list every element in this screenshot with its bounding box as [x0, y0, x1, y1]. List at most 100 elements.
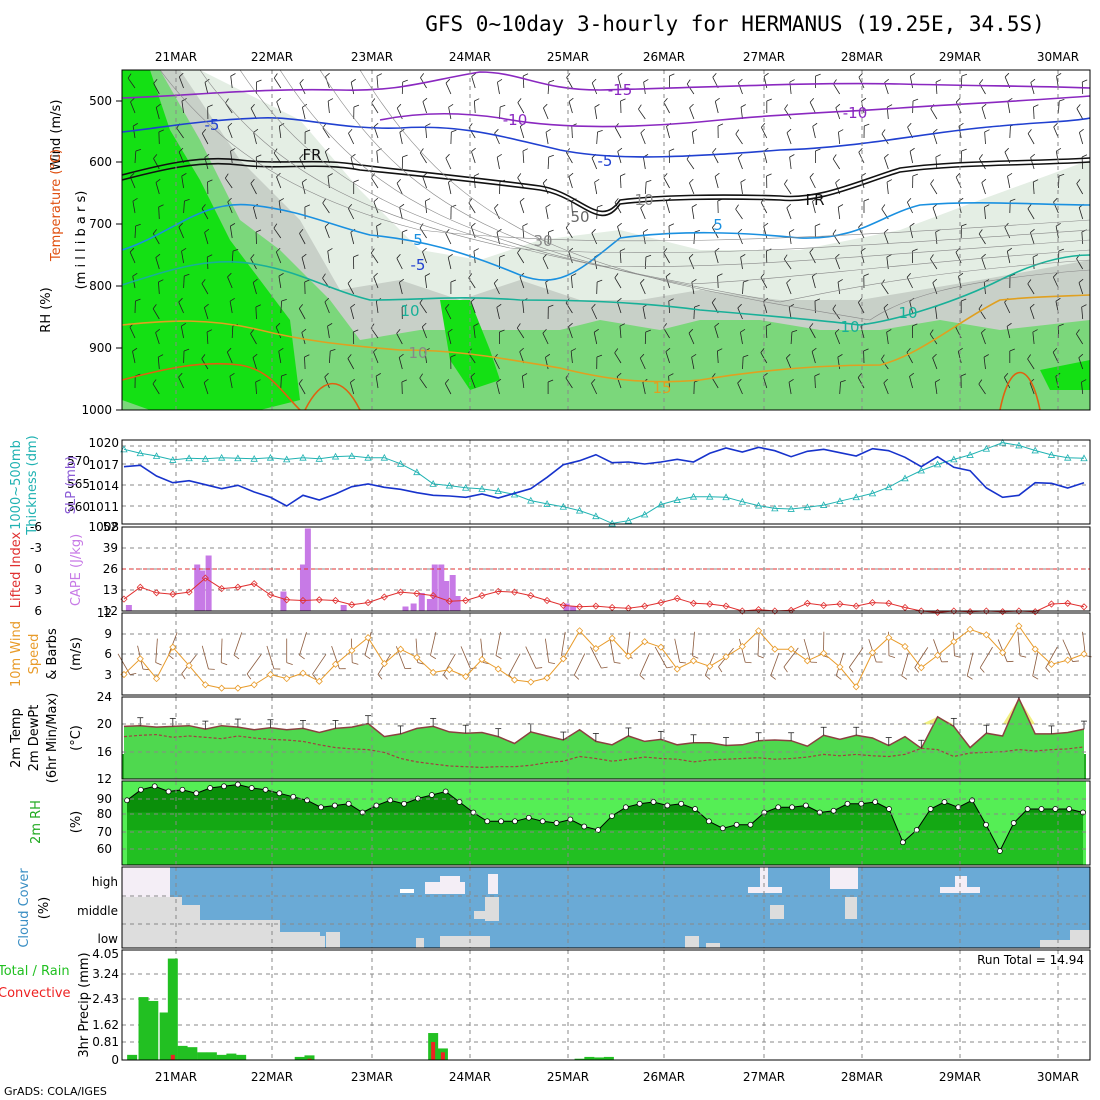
barb-flag: [542, 253, 548, 259]
barb-flag: [737, 153, 743, 159]
barb-shaft: [226, 351, 233, 364]
barb-shaft: [786, 282, 792, 295]
date-label-top: 23MAR: [351, 50, 393, 64]
surface-barb: [220, 638, 228, 666]
wind-barb: [1032, 254, 1039, 270]
barb-shaft: [152, 383, 160, 395]
temp-unit-label: (°C): [69, 725, 84, 751]
contour-label: 30: [533, 232, 552, 250]
barb-flag: [1058, 173, 1065, 177]
barb-shaft: [665, 351, 670, 364]
barb-shaft: [1003, 377, 1011, 389]
barb-flag: [568, 322, 573, 327]
wind-barb: [1078, 353, 1084, 370]
rh2m-marker: [138, 786, 144, 793]
contour-label: 15: [652, 379, 671, 397]
cloud-block: [748, 887, 782, 893]
barb-flag: [312, 673, 317, 680]
barb-flag: [275, 322, 281, 328]
wind-barb: [596, 204, 603, 220]
barb-flag: [912, 248, 918, 252]
wind-barb: [735, 129, 743, 145]
wind-barb: [304, 129, 311, 144]
barb-flag: [815, 223, 821, 227]
wind-barb: [152, 229, 160, 245]
barb-flag: [495, 655, 502, 659]
wind-barb: [547, 379, 554, 394]
precip-label-1: Total / Rain: [0, 964, 70, 979]
wind-barb: [178, 297, 184, 314]
surface-barb: [201, 645, 215, 670]
wind-barb: [815, 148, 821, 163]
barb-shaft: [909, 76, 913, 89]
cloud-block: [416, 938, 424, 948]
wind-barb: [909, 372, 915, 389]
wind-marker: [803, 657, 811, 665]
wind-barb: [275, 322, 282, 339]
barb-shaft: [1081, 382, 1084, 395]
li-marker: [331, 596, 340, 605]
barb-flag: [955, 247, 960, 253]
wind-barb: [1030, 228, 1035, 245]
barb-shaft: [783, 258, 792, 270]
barb-shaft: [424, 276, 427, 289]
surface-barb: [868, 639, 883, 663]
barb-shaft: [127, 77, 136, 89]
barb-flag: [663, 98, 668, 103]
contour-label: 10: [840, 318, 859, 336]
wind-barb: [298, 304, 306, 320]
barb-shaft: [786, 132, 792, 145]
barb-shaft: [1029, 382, 1035, 395]
barb-shaft: [932, 132, 938, 145]
barb-flag: [1076, 179, 1081, 184]
barb-flag: [256, 79, 262, 83]
wind-barb: [835, 253, 841, 270]
wind-barb: [132, 347, 138, 364]
barb-shaft: [396, 258, 403, 270]
surface-barb: [692, 631, 699, 659]
barb-flag: [471, 222, 476, 227]
temp-minmax-bars: [137, 697, 1087, 749]
precip-bar: [159, 1012, 170, 1060]
barb-flag: [688, 253, 694, 259]
surface-barb: [979, 646, 993, 673]
barb-shaft: [626, 631, 631, 656]
li-marker: [706, 600, 714, 608]
wind-barb: [348, 128, 355, 145]
wind-barb: [252, 278, 258, 295]
wind-barb: [350, 303, 356, 320]
wind-barb: [909, 72, 916, 89]
barb-shaft: [204, 307, 209, 320]
thickness-line: [123, 442, 1085, 524]
barb-shaft: [255, 382, 257, 395]
slp-tick: 1017: [88, 458, 119, 472]
barb-flag: [863, 273, 869, 277]
barb-shaft: [930, 183, 938, 195]
thickness-marker: [217, 453, 226, 461]
wind-barb: [253, 128, 259, 145]
barb-flag: [178, 222, 184, 228]
barb-shaft: [231, 325, 234, 339]
barb-shaft: [591, 232, 598, 245]
wind-marker: [657, 643, 665, 651]
wind-barb: [129, 172, 136, 189]
barb-flag: [594, 179, 600, 183]
barb-shaft: [594, 107, 598, 120]
barb-flag: [809, 323, 814, 328]
li-marker: [1080, 603, 1088, 611]
wind-marker: [1047, 660, 1056, 668]
barb-flag: [1027, 354, 1031, 360]
wind-marker: [885, 634, 893, 642]
wind-marker: [592, 644, 600, 653]
wind-barb: [229, 372, 235, 389]
li-tick: 3: [34, 583, 42, 597]
surface-barb: [286, 638, 293, 665]
li-marker: [234, 583, 242, 591]
li-marker: [527, 592, 535, 600]
barb-shaft: [642, 307, 646, 320]
barb-shaft: [201, 208, 209, 220]
barb-shaft: [640, 282, 646, 295]
contour-label: 10: [408, 344, 427, 362]
barb-flag: [760, 348, 765, 353]
barb-shaft: [565, 377, 573, 389]
